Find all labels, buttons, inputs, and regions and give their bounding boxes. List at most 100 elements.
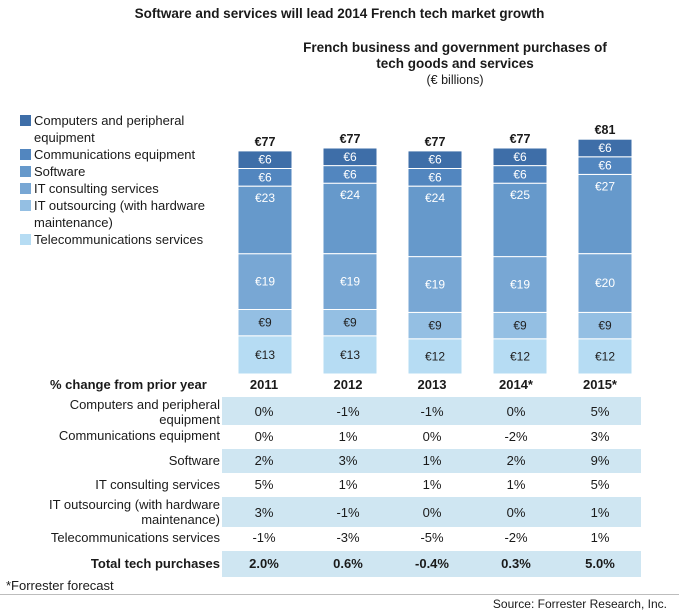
bar-total-label: €77 [340,132,361,146]
row-label: Communications equipment [58,428,220,443]
data-label-communications: €6 [598,159,612,173]
data-label-telecom: €12 [595,349,615,363]
legend-label-line1: Telecommunications services [34,232,204,247]
data-label-it-consulting: €19 [425,278,445,292]
bar-segment-it-consulting [322,253,378,310]
table-cell: 5% [590,404,610,419]
table-cell: 2% [254,453,274,468]
data-label-it-outsourcing: €9 [598,319,612,333]
row-shade [222,397,641,425]
bar-segment-computers [322,147,378,167]
row-shade [222,551,641,577]
data-label-communications: €6 [343,167,357,181]
data-label-software: €24 [340,188,360,202]
table-cell: -1% [336,404,360,419]
legend-swatch-software [20,166,31,177]
table-cell: 0% [422,429,442,444]
table-row: IT consulting services 5% 1% 1% 1% 5% [0,473,679,497]
bar-segment-computers [492,147,548,167]
legend-label-line2: maintenance) [34,215,113,230]
table-cell: 1% [590,505,610,520]
data-label-communications: €6 [513,167,527,181]
row-label-line1: IT outsourcing (with hardware [48,497,220,512]
bar-total-label: €77 [510,132,531,146]
data-label-it-outsourcing: €9 [513,319,527,333]
legend-item-software: Software [20,163,235,180]
table-cell: 3% [254,505,274,520]
data-label-communications: €6 [258,170,272,184]
table-row: Software 2% 3% 1% 2% 9% [0,449,679,473]
bar-segment-telecom [322,335,378,375]
row-label-line2: maintenance) [141,512,220,527]
legend-label-line1: Computers and peripheral [34,113,185,128]
subtitle-line-1: French business and government purchases… [303,40,607,55]
bar-total-label: €81 [595,123,616,137]
data-label-computers: €6 [258,153,272,167]
row-label-line1: Computers and peripheral [69,397,220,412]
data-label-it-consulting: €19 [340,275,360,289]
bar-segment-software [322,182,378,255]
legend-item-computers: Computers and peripheral equipment [20,112,235,146]
data-label-telecom: €12 [425,349,445,363]
bar-segment-computers [237,150,293,169]
footnote: *Forrester forecast [6,578,114,593]
table-cell: -2% [504,429,528,444]
legend: Computers and peripheral equipment Commu… [20,112,235,248]
bar-segment-it-outsourcing [492,311,548,340]
bar-segment-telecom [237,335,293,375]
table-cell: 5% [590,477,610,492]
row-label: IT outsourcing (with hardware maintenanc… [49,497,220,527]
data-label-computers: €6 [598,141,612,155]
bar-segment-it-consulting [407,256,463,313]
table-cell: 2% [506,453,526,468]
table-cell: -1% [252,530,276,545]
data-label-it-consulting: €19 [510,278,530,292]
table-row: Computers and peripheral equipment 0% -1… [0,397,679,427]
row-shade [222,449,641,473]
data-label-it-outsourcing: €9 [258,316,272,330]
table-cell: 1% [506,477,526,492]
divider [0,594,679,595]
table-cell: -0.4% [415,556,449,571]
legend-label-line1: IT consulting services [34,181,159,196]
data-label-it-outsourcing: €9 [428,319,442,333]
table-row: Communications equipment 0% 1% 0% -2% 3% [0,425,679,449]
table-cell: 0.6% [333,556,363,571]
subtitle-line-2: tech goods and services [376,56,534,71]
table-cell: 9% [590,453,610,468]
bar-segment-telecom [492,338,548,375]
row-label: Total tech purchases [90,556,220,571]
table-cell: -1% [420,404,444,419]
table-cell: 5.0% [585,556,615,571]
data-label-it-consulting: €20 [595,276,615,290]
data-label-telecom: €13 [340,348,360,362]
bar-segment-it-consulting [577,253,633,313]
legend-item-communications: Communications equipment [20,146,235,163]
stacked-bar-chart: €13 €9 €19 €23 €6 €6 €77 €13 €9 €19 €24 €6 €6 €77 €12 €… [237,123,633,375]
table-cell: 1% [338,429,358,444]
table-cell: -2% [504,530,528,545]
bar-segment-computers [407,150,463,169]
table-header-row: % change from prior year 2011 2012 2013 … [0,375,679,395]
table-cell: -3% [336,530,360,545]
legend-item-it-consulting: IT consulting services [20,180,235,197]
data-label-it-outsourcing: €9 [343,316,357,330]
table-cell: 5% [254,477,274,492]
table-cell: 1% [422,453,442,468]
table-cell: 0% [254,429,274,444]
row-label: Computers and peripheral equipment [70,397,220,427]
data-label-software: €23 [255,191,275,205]
bar-segment-software [577,173,633,255]
legend-label-line1: Communications equipment [34,147,196,162]
table-cell: 0% [506,404,526,419]
data-label-computers: €6 [428,153,442,167]
table-cell: 2.0% [249,556,279,571]
chart-units: (€ billions) [426,73,484,87]
data-label-software: €24 [425,191,445,205]
legend-item-it-outsourcing: IT outsourcing (with hardware maintenanc… [20,197,235,231]
table-cell: 0% [506,505,526,520]
bar-segment-software [407,185,463,258]
bar-total-label: €77 [255,135,276,149]
row-shade [222,497,641,527]
bar-segment-computers [577,138,633,158]
